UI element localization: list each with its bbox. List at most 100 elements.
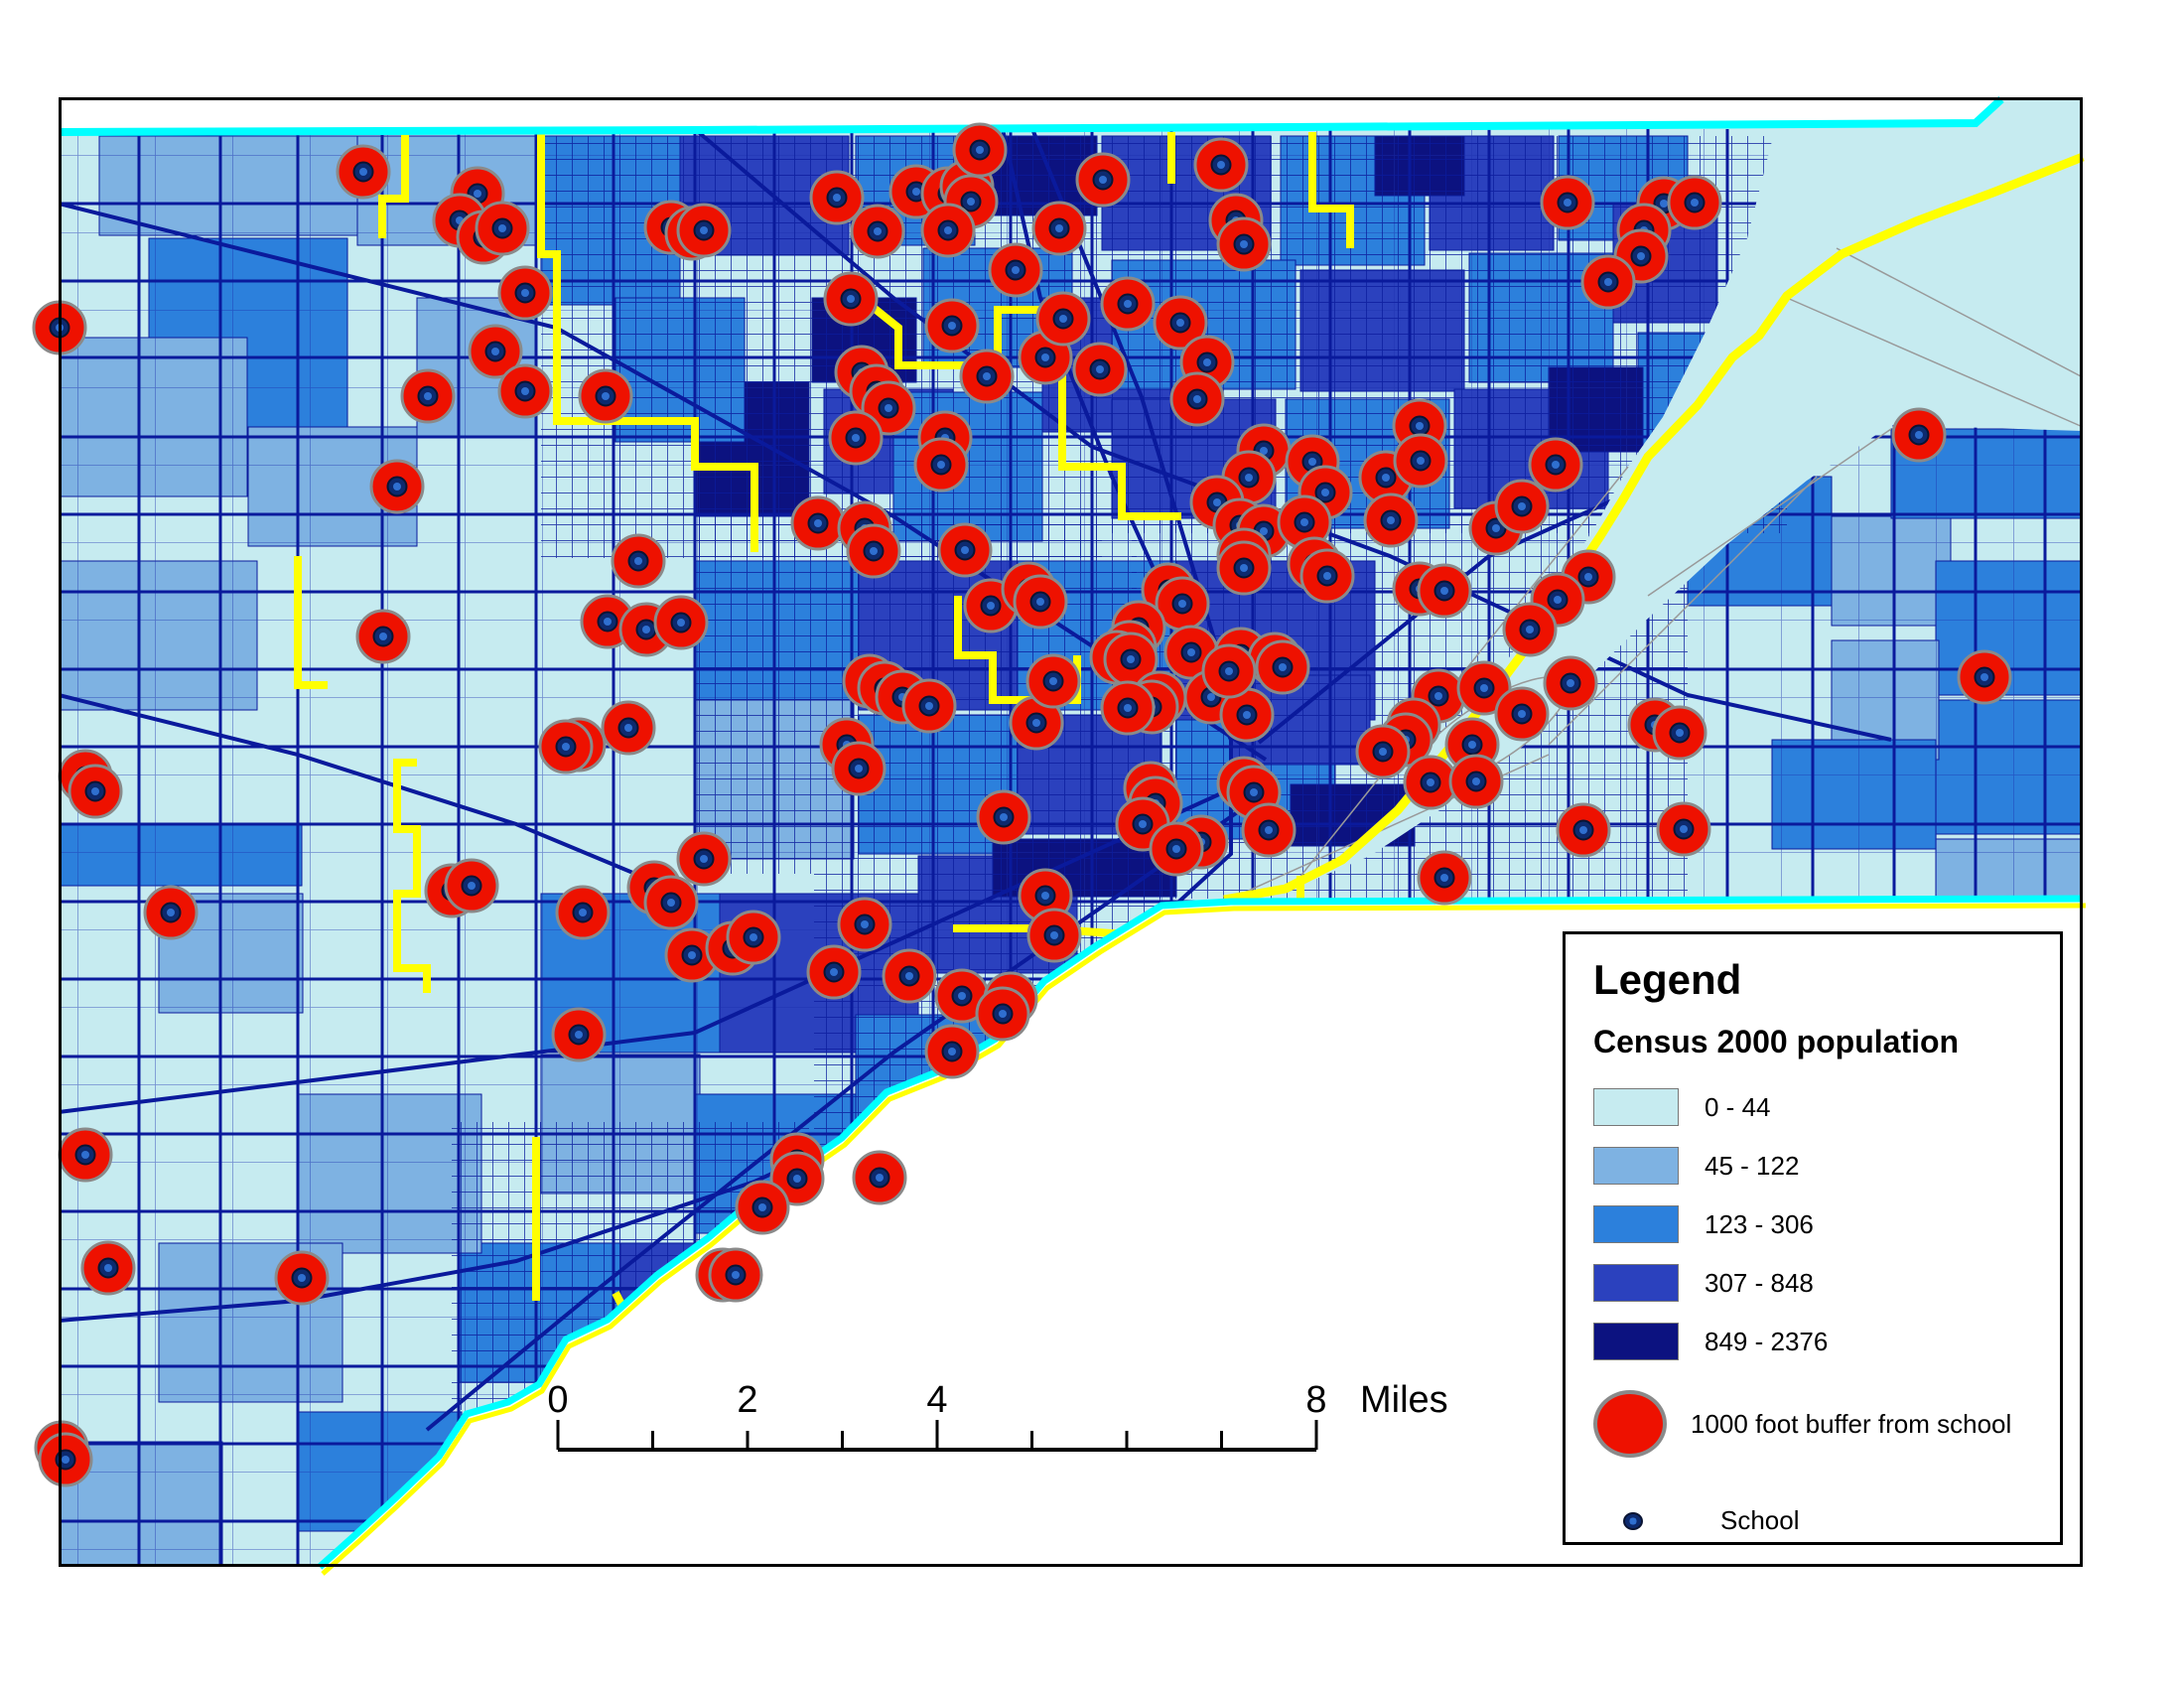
school-buffer-marker — [726, 910, 781, 965]
legend-subtitle: Census 2000 population — [1593, 1024, 1960, 1059]
school-buffer-marker — [934, 968, 990, 1024]
school-buffer-marker — [444, 858, 499, 914]
map-frame — [59, 97, 2083, 1567]
school-buffer-marker — [1355, 724, 1411, 779]
school-buffer-marker — [355, 609, 411, 664]
school-buffer-marker — [1193, 137, 1249, 193]
legend-title: Legend — [1593, 956, 1742, 1003]
scale-unit-label: Miles — [1360, 1379, 1448, 1421]
school-buffer-marker — [1957, 649, 2012, 705]
school-buffer-marker — [68, 764, 123, 819]
school-buffer-marker — [1652, 705, 1707, 761]
scale-label: 4 — [926, 1379, 947, 1421]
legend-school-row: School — [1593, 1505, 2060, 1536]
school-dot-icon — [1623, 1511, 1643, 1530]
school-buffer-marker — [643, 875, 699, 930]
class-swatch-3 — [1593, 1205, 1679, 1243]
school-buffer-marker — [846, 523, 901, 579]
school-buffer-marker — [1540, 175, 1595, 230]
school-buffer-marker — [1153, 295, 1208, 351]
scale-bar: 0 2 4 8 Miles — [536, 1378, 1489, 1473]
school-buffer-marker — [901, 678, 957, 734]
legend: Legend Census 2000 population 0 - 44 45 … — [1563, 931, 2063, 1545]
legend-class-row: 307 - 848 — [1593, 1260, 2060, 1306]
class-label-5: 849 - 2376 — [1705, 1326, 1829, 1356]
school-buffer-marker — [1241, 802, 1297, 858]
shoreline — [58, 96, 2087, 1576]
school-buffer-marker — [1528, 437, 1583, 492]
school-buffer-marker — [1403, 755, 1458, 810]
school-buffer-marker — [468, 324, 523, 379]
school-buffer-marker — [1417, 563, 1472, 619]
school-buffer-marker — [1277, 494, 1332, 550]
school-buffer-marker — [555, 885, 611, 940]
school-buffer-marker — [601, 700, 656, 756]
scale-label: 0 — [547, 1379, 568, 1421]
school-buffer-marker — [924, 298, 980, 353]
school-buffer-marker — [336, 144, 391, 200]
school-buffer-marker — [913, 437, 969, 492]
school-buffer-marker — [988, 242, 1043, 298]
legend-class-row: 0 - 44 — [1593, 1084, 2060, 1130]
school-buffer-marker — [1417, 850, 1472, 906]
school-buffer-marker — [975, 986, 1030, 1042]
school-buffer-marker — [1363, 492, 1419, 548]
school-buffer-marker — [708, 1247, 763, 1303]
school-buffer-marker — [497, 363, 553, 419]
school-buffer-marker — [676, 831, 732, 887]
school-buffer-marker — [1201, 643, 1257, 699]
school-buffer-marker — [959, 349, 1015, 404]
school-buffer-marker — [1556, 802, 1611, 858]
scale-label: 2 — [737, 1379, 757, 1421]
school-buffer-marker — [1891, 407, 1947, 463]
school-buffer-marker — [1075, 152, 1131, 208]
school-buffer-marker — [1100, 680, 1156, 736]
school-buffer-marker — [1035, 291, 1091, 347]
buffer-label: 1000 foot buffer from school — [1691, 1408, 2012, 1439]
school-buffer-marker — [1169, 371, 1225, 427]
school-buffer-marker — [1393, 433, 1448, 489]
school-buffer-marker — [1100, 276, 1156, 332]
school-buffer-marker — [676, 203, 732, 258]
school-buffer-marker — [400, 368, 456, 424]
school-buffer-marker — [831, 741, 887, 796]
school-buffers — [32, 122, 2012, 1487]
school-buffer-marker — [790, 495, 846, 551]
school-buffer-marker — [475, 201, 530, 256]
school-buffer-marker — [1580, 254, 1636, 310]
school-buffer-marker — [850, 204, 905, 259]
class-label-3: 123 - 306 — [1705, 1208, 1814, 1239]
school-buffer-marker — [882, 948, 937, 1004]
legend-class-row: 849 - 2376 — [1593, 1319, 2060, 1364]
class-swatch-4 — [1593, 1264, 1679, 1302]
school-buffer-marker — [823, 271, 879, 327]
buffer-circle-icon — [1593, 1390, 1667, 1458]
school-buffer-marker — [1494, 686, 1550, 742]
school-buffer-marker — [1216, 540, 1272, 596]
school-label: School — [1720, 1505, 1800, 1535]
school-buffer-marker — [58, 1127, 113, 1183]
class-swatch-5 — [1593, 1323, 1679, 1360]
school-buffer-marker — [1025, 653, 1081, 709]
school-buffer-marker — [38, 1432, 93, 1487]
school-buffer-marker — [369, 459, 425, 514]
school-buffer-marker — [937, 522, 993, 578]
school-buffer-marker — [1026, 908, 1082, 963]
school-buffer-marker — [1216, 216, 1272, 272]
school-buffer-marker — [1667, 175, 1722, 230]
school-buffer-marker — [551, 1007, 607, 1062]
scale-bar-graphic: 0 2 4 8 Miles — [547, 1379, 1448, 1452]
school-buffer-marker — [1009, 695, 1064, 751]
school-buffer-marker — [1656, 801, 1711, 857]
class-swatch-2 — [1593, 1147, 1679, 1185]
school-buffer-marker — [274, 1250, 330, 1306]
school-buffer-marker — [578, 368, 633, 424]
school-buffer-marker — [852, 1150, 907, 1205]
school-buffer-marker — [1543, 655, 1598, 711]
school-buffer-marker — [143, 885, 199, 940]
school-buffer-marker — [1013, 574, 1068, 630]
school-buffer-marker — [837, 897, 892, 952]
school-buffer-marker — [1494, 479, 1550, 534]
school-buffer-marker — [1072, 342, 1128, 397]
